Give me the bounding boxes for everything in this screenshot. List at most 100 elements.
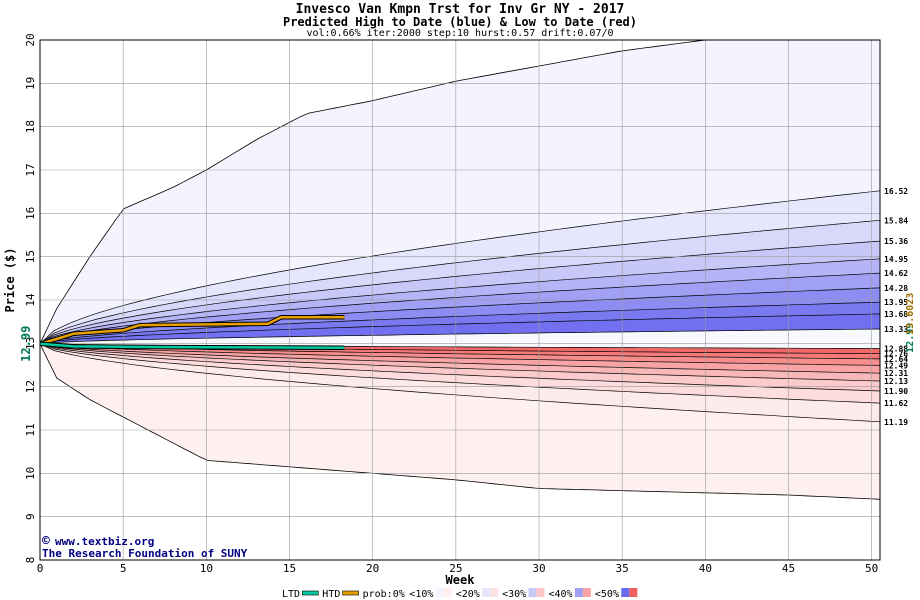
x-tick-label-40: 40	[699, 562, 712, 575]
band-boundary-1	[39, 219, 881, 345]
low-band-4	[40, 343, 880, 374]
legend-swatch-b-7	[629, 588, 638, 597]
plot-frame	[39, 39, 881, 561]
watermark-org: The Research Foundation of SUNY	[42, 547, 248, 560]
band-boundary-17	[39, 343, 881, 423]
y-tick-label-16: 16	[24, 207, 37, 220]
x-tick-label-20: 20	[366, 562, 379, 575]
legend-swatch-b-6	[582, 588, 591, 597]
legend: LTD HTD prob:0% <10% <20% <30% <40% <50%	[282, 588, 638, 600]
endpoint-label-13.33: 13.33	[884, 325, 908, 334]
band-boundary-2	[39, 240, 881, 345]
y-tick-label-8: 8	[24, 557, 37, 564]
lower-envelope-line	[39, 343, 881, 500]
x-tick-label-0: 0	[37, 562, 44, 575]
y-tick-label-10: 10	[24, 467, 37, 480]
legend-swatch-a-5	[528, 588, 537, 597]
y-tick-label-12: 12	[24, 380, 37, 393]
lower-envelope-band	[40, 343, 880, 500]
legend-swatch-a-6	[574, 588, 583, 597]
endpoint-label-12.88: 12.88	[884, 345, 908, 354]
y-tick-label-19: 19	[24, 77, 37, 90]
legend-swatch-1	[342, 590, 359, 596]
x-axis-label: Week	[446, 573, 476, 587]
endpoint-label-13.95: 13.95	[884, 298, 908, 307]
legend-swatch-a-3	[435, 588, 444, 597]
endpoint-label-12.49: 12.49	[884, 361, 908, 370]
y-tick-label-13: 13	[24, 337, 37, 350]
x-tick-label-45: 45	[782, 562, 795, 575]
endpoint-label-12.31: 12.31	[884, 369, 908, 378]
endpoint-label-13.68: 13.68	[884, 310, 908, 319]
high-band-2	[40, 241, 880, 344]
x-tick-label-10: 10	[200, 562, 213, 575]
band-boundary-14	[39, 343, 881, 382]
legend-label-0: LTD	[282, 589, 300, 600]
legend-label-1: HTD	[322, 589, 340, 600]
endpoint-label-11.62: 11.62	[884, 399, 908, 408]
y-tick-label-9: 9	[24, 513, 37, 520]
legend-swatch-a-7	[621, 588, 630, 597]
upper-envelope-band	[40, 40, 880, 344]
low-band-2	[40, 343, 880, 391]
legend-label-3: <10%	[409, 589, 433, 600]
legend-label-7: <50%	[595, 589, 619, 600]
simulation-params: vol:0.66% iter:2000 step:10 hurst:0.57 d…	[306, 28, 614, 39]
right-label-start: 12.99	[905, 323, 916, 353]
low-band-5	[40, 343, 880, 366]
low-band-6	[40, 343, 880, 359]
legend-label-6: <40%	[549, 589, 573, 600]
chart-title: Invesco Van Kmpn Trst for Inv Gr NY - 20…	[295, 2, 625, 17]
legend-swatch-b-3	[443, 588, 452, 597]
y-tick-label-15: 15	[24, 250, 37, 263]
start-price-label: 12.99	[19, 326, 33, 362]
band-boundary-12	[39, 343, 881, 366]
legend-label-4: <20%	[456, 589, 480, 600]
low-band-3	[40, 343, 880, 381]
copyright-icon: ©	[42, 534, 50, 549]
y-axis-label: Price ($)	[3, 247, 17, 312]
y-tick-label-20: 20	[24, 33, 37, 46]
legend-swatch-a-4	[482, 588, 491, 597]
high-band-7	[40, 313, 880, 344]
watermark-url: www.textbiz.org	[55, 535, 154, 548]
series-lines	[39, 315, 345, 350]
series-line-htd	[39, 316, 345, 346]
high-band-6	[40, 302, 880, 344]
endpoint-label-14.95: 14.95	[884, 255, 908, 264]
chart-subtitle: Predicted High to Date (blue) & Low to D…	[282, 15, 637, 29]
low-band-1	[40, 343, 880, 404]
legend-swatch-b-5	[536, 588, 545, 597]
endpoint-label-15.36: 15.36	[884, 237, 908, 246]
y-tick-label-17: 17	[24, 163, 37, 176]
band-boundary-6	[39, 301, 881, 345]
legend-label-2: prob:0%	[363, 589, 405, 600]
right-label-high: 13.6023	[905, 293, 916, 335]
endpoint-label-15.84: 15.84	[884, 216, 908, 225]
y-tick-label-14: 14	[24, 293, 37, 307]
band-boundary-15	[39, 343, 881, 392]
probability-bands	[39, 39, 881, 500]
endpoint-labels: 16.52 15.84 15.36 14.95 14.62 14.28 13.95 13.68…	[884, 187, 916, 427]
legend-label-5: <30%	[502, 589, 526, 600]
band-boundary-8	[39, 328, 881, 345]
series-line-ltd	[39, 342, 345, 349]
x-tick-label-35: 35	[616, 562, 629, 575]
endpoint-label-14.28: 14.28	[884, 284, 908, 293]
low-band-0	[40, 343, 880, 422]
high-band-4	[40, 273, 880, 344]
endpoint-label-14.62: 14.62	[884, 269, 908, 278]
endpoint-label-11.19: 11.19	[884, 418, 908, 427]
band-boundary-16	[39, 343, 881, 404]
x-tick-label-25: 25	[449, 562, 462, 575]
legend-swatch-0	[301, 590, 319, 596]
x-tick-label-15: 15	[283, 562, 296, 575]
endpoint-label-11.90: 11.90	[884, 387, 908, 396]
band-boundary-4	[39, 272, 881, 345]
band-boundary-3	[39, 258, 881, 345]
endpoint-label-12.13: 12.13	[884, 377, 908, 386]
x-tick-label-50: 50	[865, 562, 878, 575]
y-tick-label-11: 11	[24, 423, 37, 436]
legend-swatch-b-4	[490, 588, 499, 597]
